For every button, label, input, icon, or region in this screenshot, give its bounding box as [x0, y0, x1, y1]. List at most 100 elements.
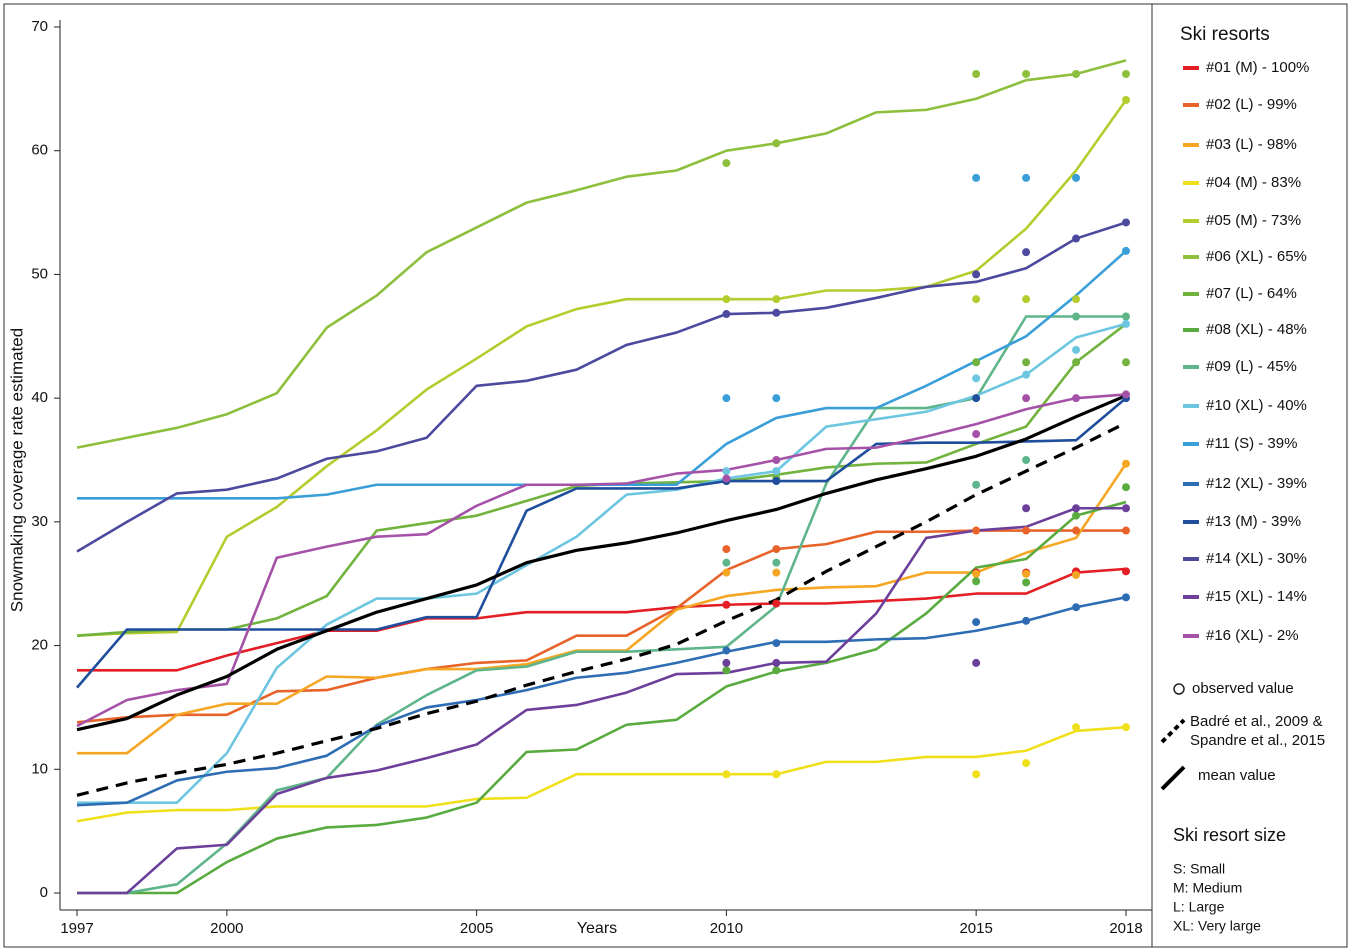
observed-point — [1022, 248, 1031, 257]
observed-swatch — [1173, 683, 1185, 695]
observed-point — [722, 394, 731, 403]
size-item: S: Small — [1173, 861, 1225, 877]
observed-point — [1072, 345, 1081, 354]
observed-point — [722, 474, 731, 483]
observed-point — [772, 639, 781, 648]
observed-point — [1072, 511, 1081, 520]
observed-point — [722, 568, 731, 577]
observed-point — [722, 658, 731, 667]
legend-label: #02 (L) - 99% — [1206, 96, 1297, 113]
observed-point — [1072, 312, 1081, 321]
observed-point — [722, 646, 731, 655]
observed-point — [772, 139, 781, 148]
observed-point — [1072, 358, 1081, 367]
observed-point — [1072, 603, 1081, 612]
legend-label: #03 (L) - 98% — [1206, 136, 1297, 153]
observed-point — [1022, 295, 1031, 304]
reference-line — [76, 421, 1127, 797]
observed-point — [1072, 723, 1081, 732]
observed-point — [1122, 723, 1130, 732]
x-tick-label: 2000 — [210, 920, 243, 937]
frame — [3, 3, 1348, 948]
observed-point — [972, 430, 981, 439]
series-line — [77, 322, 1127, 804]
observed-point — [1022, 358, 1031, 367]
y-tick-label: 0 — [40, 884, 48, 901]
x-tick-label: 2018 — [1109, 920, 1142, 937]
observed-point — [1072, 70, 1081, 79]
observed-point — [772, 394, 781, 403]
observed-point — [772, 295, 781, 304]
y-tick-label: 60 — [31, 142, 48, 159]
series-line — [77, 500, 1127, 895]
observed-point — [972, 295, 981, 304]
observed-point — [772, 467, 781, 476]
observed-point — [1122, 319, 1130, 328]
observed-point — [1072, 394, 1081, 403]
size-title: Ski resort size — [1173, 825, 1286, 845]
series-line — [77, 315, 1126, 895]
observed-point — [1072, 504, 1081, 513]
observed-point — [772, 477, 781, 486]
legend-label: #15 (XL) - 14% — [1206, 588, 1307, 605]
observed-point — [972, 480, 981, 489]
observed-point — [722, 600, 731, 609]
observed-point — [772, 770, 781, 779]
observed-point — [1122, 483, 1130, 492]
observed-point — [972, 394, 981, 403]
legend-label: #04 (M) - 83% — [1206, 174, 1301, 191]
observed-point — [1122, 504, 1130, 513]
observed-point — [972, 270, 981, 279]
size-item: M: Medium — [1173, 880, 1242, 896]
observed-point — [1022, 759, 1031, 768]
x-axis-label: Years — [577, 920, 617, 937]
legend-label: mean value — [1198, 767, 1276, 784]
x-tick-label: 2005 — [460, 920, 493, 937]
series-line — [76, 394, 1127, 732]
observed-point — [1122, 526, 1130, 535]
observed-point — [972, 569, 981, 578]
observed-point — [772, 545, 781, 554]
series-line — [76, 221, 1127, 553]
legend-label: #16 (XL) - 2% — [1206, 627, 1299, 644]
legend-label: #14 (XL) - 30% — [1206, 550, 1307, 567]
series-line — [76, 59, 1127, 449]
series-line — [76, 393, 1127, 728]
observed-label: observed value — [1192, 680, 1294, 697]
observed-point — [1022, 173, 1031, 182]
observed-point — [1122, 593, 1130, 602]
series-line — [76, 725, 1127, 823]
observed-point — [772, 456, 781, 464]
observed-point — [722, 159, 731, 168]
y-tick-label: 30 — [31, 513, 48, 530]
observed-point — [1022, 370, 1031, 379]
legend-label: #10 (XL) - 40% — [1206, 397, 1307, 414]
y-tick-label: 10 — [31, 760, 48, 777]
legend-swatch — [1160, 765, 1186, 791]
observed-point — [1122, 567, 1130, 576]
observed-point — [1122, 70, 1130, 79]
observed-point — [972, 526, 981, 535]
x-tick-label: 1997 — [60, 920, 93, 937]
observed-point — [1122, 312, 1130, 321]
observed-point — [772, 568, 781, 577]
observed-point — [1122, 358, 1130, 367]
observed-point — [722, 666, 731, 675]
observed-point — [772, 599, 781, 608]
observed-point — [1122, 246, 1130, 255]
legend-label: #07 (L) - 64% — [1206, 285, 1297, 302]
series-line — [76, 397, 1127, 689]
size-item: XL: Very large — [1173, 918, 1261, 934]
y-tick-label: 50 — [31, 265, 48, 282]
observed-point — [972, 374, 981, 383]
observed-point — [722, 310, 731, 319]
observed-point — [1122, 95, 1130, 104]
observed-point — [972, 577, 981, 586]
y-tick-label: 40 — [31, 389, 48, 406]
observed-point — [722, 467, 731, 476]
observed-point — [1122, 218, 1130, 227]
series-line — [76, 99, 1128, 637]
observed-point — [1072, 571, 1081, 580]
size-item: L: Large — [1173, 899, 1225, 915]
